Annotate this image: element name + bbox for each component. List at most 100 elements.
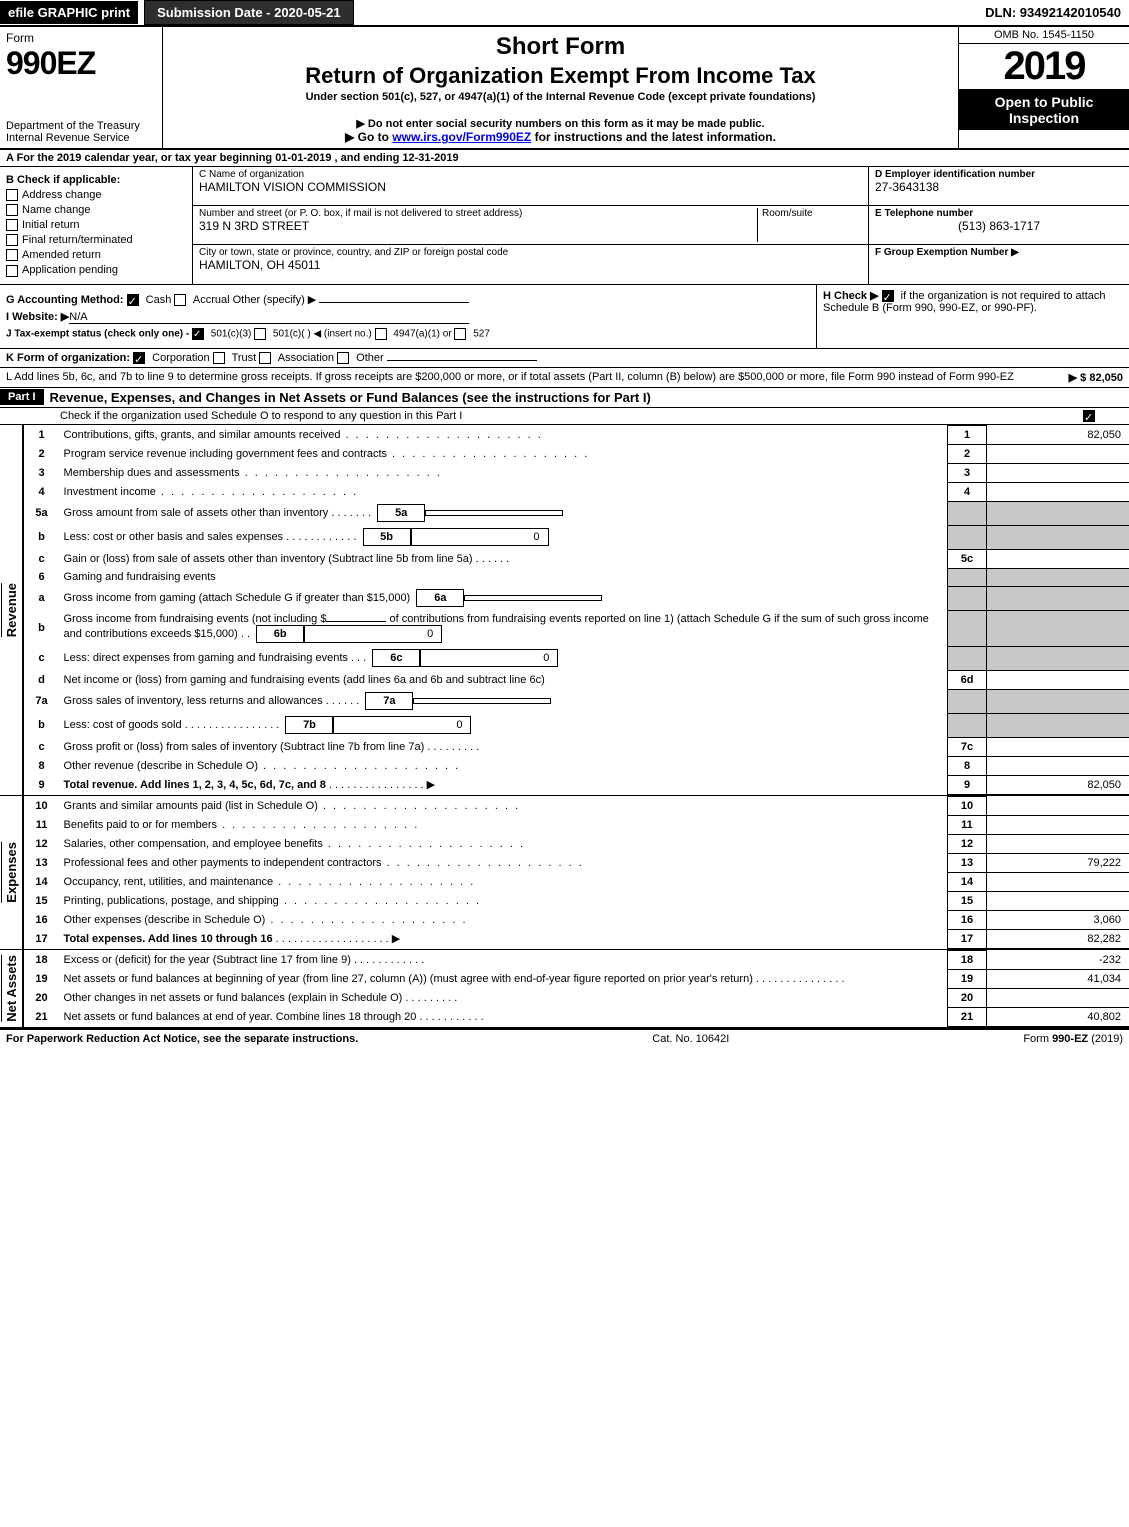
g-accounting: G Accounting Method: ✓ Cash Accrual Othe… <box>6 293 810 306</box>
line-21-amount: 40,802 <box>987 1007 1129 1026</box>
line-21: 21Net assets or fund balances at end of … <box>24 1007 1129 1026</box>
form-ref: Form 990-EZ (2019) <box>1023 1033 1123 1045</box>
part-1-title: Revenue, Expenses, and Changes in Net As… <box>44 388 657 407</box>
catalog-number: Cat. No. 10642I <box>652 1033 729 1045</box>
check-final-return[interactable] <box>6 234 18 246</box>
expenses-table: 10Grants and similar amounts paid (list … <box>24 796 1129 949</box>
gross-receipts-amount: $ 82,050 <box>1080 372 1123 384</box>
revenue-section: Revenue 1Contributions, gifts, grants, a… <box>0 425 1129 796</box>
dln-number: DLN: 93492142010540 <box>977 1 1129 24</box>
phone-value: (513) 863-1717 <box>875 219 1123 233</box>
check-association[interactable] <box>259 352 271 364</box>
room-suite: Room/suite <box>757 208 862 242</box>
line-3: 3Membership dues and assessments3 <box>24 463 1129 482</box>
submission-date: Submission Date - 2020-05-21 <box>144 0 354 25</box>
check-accrual[interactable] <box>174 294 186 306</box>
ssn-warning: ▶ Do not enter social security numbers o… <box>171 117 950 130</box>
line-9-amount: 82,050 <box>987 775 1129 794</box>
check-cash[interactable]: ✓ <box>127 294 139 306</box>
i-website: I Website: ▶N/A <box>6 310 810 324</box>
check-501c[interactable] <box>254 328 266 340</box>
schedule-o-check-row: Check if the organization used Schedule … <box>0 408 1129 425</box>
form-number: 990EZ <box>6 45 95 81</box>
line-7c: cGross profit or (loss) from sales of in… <box>24 737 1129 756</box>
line-5c: cGain or (loss) from sale of assets othe… <box>24 549 1129 568</box>
net-assets-section: Net Assets 18Excess or (deficit) for the… <box>0 950 1129 1029</box>
check-other-org[interactable] <box>337 352 349 364</box>
org-name-value: HAMILTON VISION COMMISSION <box>199 180 862 194</box>
open-public-badge: Open to Public Inspection <box>959 90 1129 130</box>
line-12: 12Salaries, other compensation, and empl… <box>24 834 1129 853</box>
line-13-amount: 79,222 <box>987 853 1129 872</box>
group-exemption-row: F Group Exemption Number ▶ <box>869 245 1129 283</box>
j-tax-exempt: J Tax-exempt status (check only one) - ✓… <box>6 328 810 340</box>
paperwork-notice: For Paperwork Reduction Act Notice, see … <box>6 1033 358 1045</box>
line-7a: 7aGross sales of inventory, less returns… <box>24 689 1129 713</box>
line-17-amount: 82,282 <box>987 929 1129 948</box>
check-h[interactable]: ✓ <box>882 290 894 302</box>
line-15: 15Printing, publications, postage, and s… <box>24 891 1129 910</box>
instructions-link-row: ▶ Go to www.irs.gov/Form990EZ for instru… <box>171 130 950 144</box>
other-org-input[interactable] <box>387 360 537 361</box>
line-20: 20Other changes in net assets or fund ba… <box>24 988 1129 1007</box>
l-gross-receipts: L Add lines 5b, 6c, and 7b to line 9 to … <box>0 368 1129 388</box>
irs-link[interactable]: www.irs.gov/Form990EZ <box>392 130 531 144</box>
line-17: 17Total expenses. Add lines 10 through 1… <box>24 929 1129 948</box>
line-6b: bGross income from fundraising events (n… <box>24 610 1129 646</box>
form-label: Form <box>6 31 156 45</box>
expenses-side-label: Expenses <box>0 796 24 949</box>
department-label: Department of the Treasury Internal Reve… <box>6 120 140 144</box>
ein-row: D Employer identification number 27-3643… <box>869 167 1129 206</box>
line-6c: cLess: direct expenses from gaming and f… <box>24 646 1129 670</box>
info-block: G Accounting Method: ✓ Cash Accrual Othe… <box>0 285 1129 349</box>
check-trust[interactable] <box>213 352 225 364</box>
other-specify-input[interactable] <box>319 302 469 303</box>
line-6: 6Gaming and fundraising events <box>24 568 1129 586</box>
line-6a: aGross income from gaming (attach Schedu… <box>24 586 1129 610</box>
line-9: 9Total revenue. Add lines 1, 2, 3, 4, 5c… <box>24 775 1129 794</box>
tax-year: 2019 <box>959 44 1129 90</box>
line-5b: bLess: cost or other basis and sales exp… <box>24 525 1129 549</box>
check-application-pending[interactable] <box>6 265 18 277</box>
form-title-2: Return of Organization Exempt From Incom… <box>171 63 950 89</box>
line-5a: 5aGross amount from sale of assets other… <box>24 501 1129 525</box>
line-6b-amount: 0 <box>304 625 442 643</box>
k-form-org: K Form of organization: ✓ Corporation Tr… <box>0 349 1129 368</box>
line-6c-amount: 0 <box>420 649 558 667</box>
line-2: 2Program service revenue including gover… <box>24 444 1129 463</box>
line-8: 8Other revenue (describe in Schedule O)8 <box>24 756 1129 775</box>
check-corporation[interactable]: ✓ <box>133 352 145 364</box>
check-amended-return[interactable] <box>6 249 18 261</box>
check-schedule-o[interactable]: ✓ <box>1083 410 1095 422</box>
row-a-tax-year: A For the 2019 calendar year, or tax yea… <box>0 150 1129 167</box>
header-center: Short Form Return of Organization Exempt… <box>163 27 959 148</box>
check-527[interactable] <box>454 328 466 340</box>
street-value: 319 N 3RD STREET <box>199 219 757 233</box>
line-19: 19Net assets or fund balances at beginni… <box>24 969 1129 988</box>
ein-col: D Employer identification number 27-3643… <box>868 167 1129 284</box>
revenue-side-label: Revenue <box>0 425 24 795</box>
check-initial-return[interactable] <box>6 219 18 231</box>
org-name-row: C Name of organization HAMILTON VISION C… <box>193 167 868 206</box>
header-right: OMB No. 1545-1150 2019 Open to Public In… <box>959 27 1129 148</box>
entity-block: B Check if applicable: Address change Na… <box>0 167 1129 285</box>
line-6d: dNet income or (loss) from gaming and fu… <box>24 670 1129 689</box>
efile-print-button[interactable]: efile GRAPHIC print <box>0 1 138 24</box>
page-footer: For Paperwork Reduction Act Notice, see … <box>0 1029 1129 1048</box>
info-left: G Accounting Method: ✓ Cash Accrual Othe… <box>0 285 816 348</box>
line-11: 11Benefits paid to or for members11 <box>24 815 1129 834</box>
phone-row: E Telephone number (513) 863-1717 <box>869 206 1129 245</box>
part-1-header: Part I Revenue, Expenses, and Changes in… <box>0 388 1129 408</box>
line-1: 1Contributions, gifts, grants, and simil… <box>24 425 1129 444</box>
check-name-change[interactable] <box>6 204 18 216</box>
line-18-amount: -232 <box>987 950 1129 969</box>
check-address-change[interactable] <box>6 189 18 201</box>
net-assets-table: 18Excess or (deficit) for the year (Subt… <box>24 950 1129 1027</box>
section-b-checks: B Check if applicable: Address change Na… <box>0 167 193 284</box>
line-19-amount: 41,034 <box>987 969 1129 988</box>
line-1-amount: 82,050 <box>987 425 1129 444</box>
form-header: Form 990EZ Department of the Treasury In… <box>0 27 1129 150</box>
name-address-col: C Name of organization HAMILTON VISION C… <box>193 167 868 284</box>
check-4947[interactable] <box>375 328 387 340</box>
check-501c3[interactable]: ✓ <box>192 328 204 340</box>
